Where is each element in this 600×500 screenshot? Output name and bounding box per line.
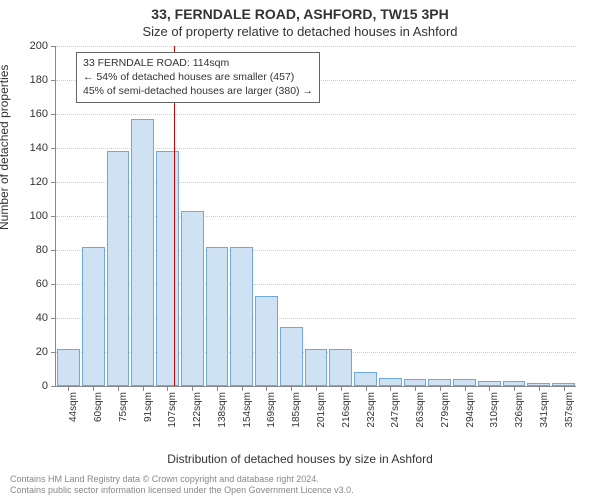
histogram-bar <box>280 327 303 387</box>
x-axis-label: Distribution of detached houses by size … <box>0 452 600 466</box>
y-tick-label: 160 <box>30 108 48 120</box>
histogram-bar <box>230 247 253 386</box>
y-axis-label: Number of detached properties <box>0 65 11 230</box>
x-tick-label: 138sqm <box>217 392 228 428</box>
x-tick-label: 263sqm <box>415 392 426 428</box>
y-tick-label: 20 <box>36 346 48 358</box>
license-footer: Contains HM Land Registry data © Crown c… <box>10 474 590 497</box>
x-tick-label: 201sqm <box>316 392 327 428</box>
x-tick-label: 60sqm <box>93 392 104 422</box>
x-tick-label: 91sqm <box>143 392 154 422</box>
y-tick-label: 60 <box>36 278 48 290</box>
x-tick-label: 247sqm <box>390 392 401 428</box>
x-tick-label: 169sqm <box>266 392 277 428</box>
histogram-bar <box>255 296 278 386</box>
x-tick-label: 294sqm <box>465 392 476 428</box>
x-tick-label: 310sqm <box>489 392 500 428</box>
y-tick-label: 200 <box>30 40 48 52</box>
annotation-line: 45% of semi-detached houses are larger (… <box>83 84 313 98</box>
x-tick-label: 75sqm <box>118 392 129 422</box>
x-tick-label: 185sqm <box>291 392 302 428</box>
chart-title-address: 33, FERNDALE ROAD, ASHFORD, TW15 3PH <box>0 6 600 22</box>
histogram-bar <box>131 119 154 386</box>
x-tick-label: 357sqm <box>564 392 575 428</box>
histogram-bar <box>181 211 204 386</box>
histogram-bar <box>57 349 80 386</box>
x-tick-label: 232sqm <box>366 392 377 428</box>
x-tick-label: 326sqm <box>514 392 525 428</box>
footer-line-1: Contains HM Land Registry data © Crown c… <box>10 474 590 485</box>
x-tick-label: 122sqm <box>192 392 203 428</box>
x-tick-label: 279sqm <box>440 392 451 428</box>
y-tick-label: 40 <box>36 312 48 324</box>
histogram-bar <box>354 372 377 386</box>
footer-line-2: Contains public sector information licen… <box>10 485 590 496</box>
y-tick-label: 180 <box>30 74 48 86</box>
x-tick-label: 44sqm <box>68 392 79 422</box>
x-tick-label: 341sqm <box>539 392 550 428</box>
chart-subtitle: Size of property relative to detached ho… <box>0 24 600 39</box>
histogram-bar <box>82 247 105 386</box>
histogram-bar <box>379 378 402 387</box>
annotation-line: 33 FERNDALE ROAD: 114sqm <box>83 56 313 70</box>
y-tick-label: 140 <box>30 142 48 154</box>
plot-area: 02040608010012014016018020044sqm60sqm75s… <box>55 46 576 387</box>
x-tick-label: 216sqm <box>341 392 352 428</box>
histogram-bar <box>107 151 130 386</box>
histogram-bar <box>305 349 328 386</box>
histogram-bar <box>428 379 451 386</box>
y-tick-label: 80 <box>36 244 48 256</box>
x-tick-label: 107sqm <box>167 392 178 428</box>
y-tick-label: 120 <box>30 176 48 188</box>
annotation-box: 33 FERNDALE ROAD: 114sqm← 54% of detache… <box>76 52 320 103</box>
histogram-bar <box>404 379 427 386</box>
histogram-bar <box>206 247 229 386</box>
histogram-bar <box>156 151 179 386</box>
histogram-bar <box>329 349 352 386</box>
y-tick-label: 100 <box>30 210 48 222</box>
annotation-line: ← 54% of detached houses are smaller (45… <box>83 70 313 84</box>
x-tick-label: 154sqm <box>242 392 253 428</box>
y-tick-label: 0 <box>42 380 48 392</box>
histogram-bar <box>453 379 476 386</box>
